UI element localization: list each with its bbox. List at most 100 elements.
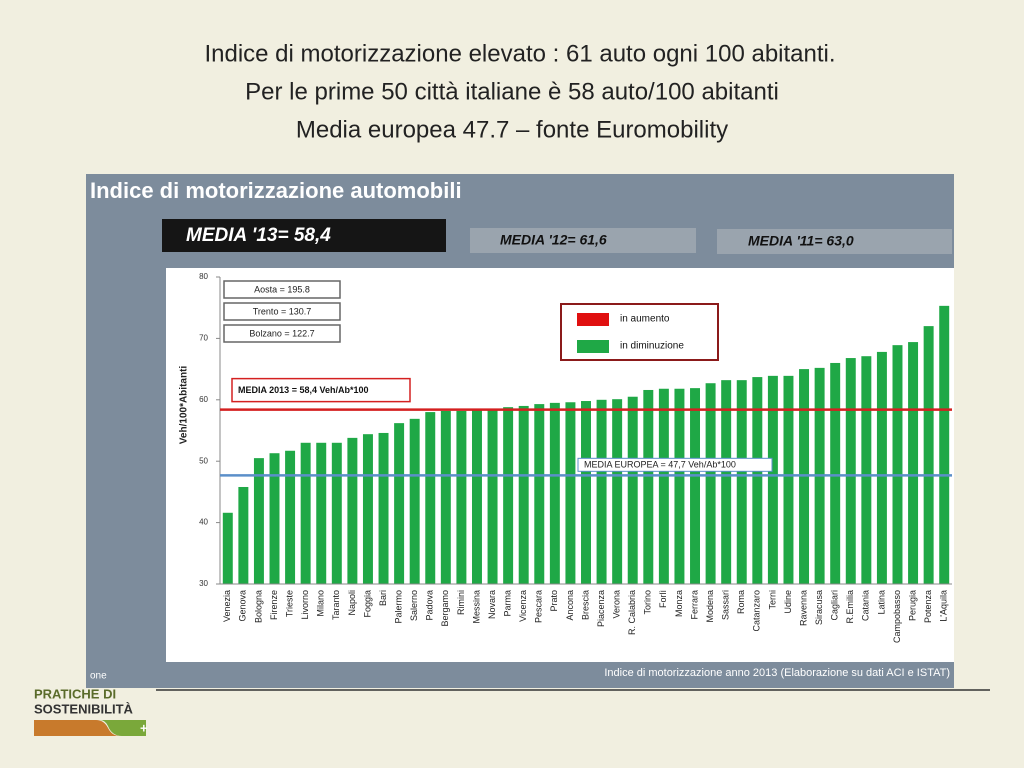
badge xyxy=(717,229,952,254)
bar xyxy=(238,486,249,584)
bar xyxy=(316,442,327,584)
annotation: Trento = 130.7 xyxy=(253,306,311,316)
x-tick-label: Catania xyxy=(861,590,871,621)
chart-title: Indice di motorizzazione automobili xyxy=(90,178,462,203)
bar xyxy=(581,401,591,584)
x-tick-label: Trieste xyxy=(284,590,294,617)
x-tick-label: Piacenza xyxy=(596,590,606,627)
x-tick-label: Taranto xyxy=(331,590,341,620)
bar xyxy=(783,375,794,584)
x-tick-label: Bologna xyxy=(253,590,263,623)
annotation-box xyxy=(223,302,341,321)
bar xyxy=(876,351,887,584)
logo-text: SOSTENIBILITÀ xyxy=(34,701,134,716)
bar xyxy=(549,402,560,584)
y-tick-label: 70 xyxy=(199,334,208,343)
x-tick-label: Ancona xyxy=(565,590,575,621)
logo-shape xyxy=(100,720,146,736)
x-tick-label: Pescara xyxy=(534,590,544,623)
x-tick-label: Ferrara xyxy=(689,590,699,620)
x-tick-label: Padova xyxy=(425,590,435,621)
x-tick-label: Genova xyxy=(238,590,248,622)
x-tick-label: Milano xyxy=(316,590,326,617)
bar xyxy=(471,410,482,584)
bar xyxy=(643,389,654,584)
x-tick-label: Latina xyxy=(876,590,886,615)
x-tick-label: Prato xyxy=(549,590,559,612)
x-tick-label: Bari xyxy=(378,590,388,606)
legend-label: in diminuzione xyxy=(620,341,684,352)
x-tick-label: Parma xyxy=(503,590,513,617)
x-tick-label: Bergamo xyxy=(440,590,450,627)
bar xyxy=(534,404,545,584)
bar xyxy=(752,377,763,584)
bar xyxy=(378,432,389,584)
x-tick-label: Brescia xyxy=(580,590,590,620)
x-tick-label: Novara xyxy=(487,590,497,619)
bar xyxy=(690,388,701,584)
bar xyxy=(674,388,685,584)
y-tick-label: 30 xyxy=(199,579,208,588)
badge-text: MEDIA '13= 58,4 xyxy=(186,225,331,246)
clipped-text: one xyxy=(90,671,107,682)
bar xyxy=(923,326,934,584)
x-tick-label: Rimini xyxy=(456,590,466,615)
footer: Indice di motorizzazione anno 2013 (Elab… xyxy=(604,667,950,679)
annotation-box xyxy=(223,324,341,343)
y-tick-label: 80 xyxy=(199,272,208,281)
x-tick-label: Forlì xyxy=(658,590,668,608)
bar xyxy=(347,437,358,584)
bar xyxy=(409,418,420,584)
x-tick-label: Potenza xyxy=(923,590,933,623)
bar xyxy=(394,423,405,584)
bar xyxy=(721,380,732,584)
x-tick-label: Siracusa xyxy=(814,590,824,625)
x-tick-label: Messina xyxy=(471,590,481,624)
x-tick-label: Roma xyxy=(736,590,746,614)
bar xyxy=(518,405,529,584)
x-tick-label: Venezia xyxy=(222,590,232,622)
logo-shape xyxy=(34,720,120,736)
x-tick-label: Livorno xyxy=(300,590,310,620)
logo-text: + xyxy=(140,720,148,735)
slide-title: Per le prime 50 città italiane è 58 auto… xyxy=(245,78,779,105)
y-tick-label: 50 xyxy=(199,456,208,465)
y-axis-label: Veh/100*Abitanti xyxy=(179,366,190,445)
x-tick-label: L'Aquila xyxy=(939,590,949,622)
bar xyxy=(222,512,233,584)
bar xyxy=(612,399,623,584)
slide-title: Media europea 47.7 – fonte Euromobility xyxy=(296,116,728,143)
bar xyxy=(456,410,467,584)
y-tick-label: 60 xyxy=(199,395,208,404)
bar xyxy=(892,345,903,584)
x-tick-label: Vicenza xyxy=(518,590,528,622)
badge-text: MEDIA '11= 63,0 xyxy=(748,233,854,249)
x-tick-label: Monza xyxy=(674,590,684,617)
reference-label: MEDIA EUROPEA = 47,7 Veh/Ab*100 xyxy=(584,460,736,470)
x-tick-label: Campobasso xyxy=(892,590,902,643)
bar xyxy=(565,402,576,584)
x-tick-label: Modena xyxy=(705,590,715,623)
annotation: Aosta = 195.8 xyxy=(254,284,310,294)
x-tick-label: Palermo xyxy=(393,590,403,624)
x-tick-label: Foggia xyxy=(362,590,372,618)
bar xyxy=(736,380,747,584)
bar xyxy=(331,442,342,584)
x-tick-label: Napoli xyxy=(347,590,357,616)
bar xyxy=(425,412,436,584)
bar xyxy=(658,388,669,584)
bar xyxy=(908,342,919,584)
bar xyxy=(830,362,841,584)
slide-title: Indice di motorizzazione elevato : 61 au… xyxy=(204,40,835,67)
logo-text: PRATICHE DI xyxy=(34,686,116,701)
x-tick-label: Torino xyxy=(643,590,653,615)
legend-swatch xyxy=(577,340,609,353)
reference-label: MEDIA 2013 = 58,4 Veh/Ab*100 xyxy=(238,385,369,395)
legend-swatch xyxy=(577,313,609,326)
badge-text: MEDIA '12= 61,6 xyxy=(500,232,607,248)
bar xyxy=(487,409,498,584)
bar xyxy=(767,375,778,584)
x-tick-label: Cagliari xyxy=(830,590,840,621)
x-tick-label: Terni xyxy=(767,590,777,610)
